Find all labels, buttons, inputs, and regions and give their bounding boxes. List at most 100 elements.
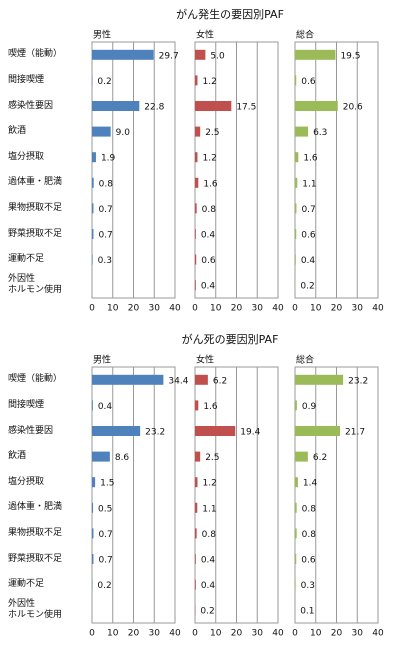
bar (295, 477, 298, 488)
data-label: 19.5 (340, 51, 360, 61)
bar (295, 400, 297, 411)
bar (195, 426, 236, 436)
x-tick-label: 20 (128, 304, 140, 314)
bar (92, 502, 94, 513)
data-label: 6.2 (213, 376, 227, 386)
data-label: 1.1 (202, 504, 216, 514)
x-tick-label: 0 (292, 304, 298, 314)
data-label: 0.1 (300, 607, 314, 617)
data-label: 1.6 (203, 179, 218, 189)
category-label: 野菜摂取不足 (8, 228, 63, 239)
bar (92, 554, 94, 564)
x-tick-label: 10 (210, 629, 222, 639)
bar (92, 426, 141, 436)
data-label: 0.4 (201, 556, 216, 566)
data-label: 0.8 (202, 530, 217, 540)
category-label: 運動不足 (8, 579, 45, 590)
x-tick-label: 0 (192, 629, 198, 639)
bar (195, 374, 208, 385)
bar (195, 101, 232, 111)
data-label: 1.5 (100, 479, 114, 489)
bar (195, 528, 197, 539)
data-label: 0.7 (301, 205, 315, 215)
x-tick-label: 0 (192, 304, 198, 314)
bar (195, 177, 199, 188)
x-tick-label: 40 (169, 304, 181, 314)
data-label: 5.0 (210, 51, 225, 61)
x-tick-label: 40 (272, 629, 284, 639)
category-label: 野菜摂取不足 (8, 553, 63, 564)
x-tick-label: 40 (272, 304, 284, 314)
x-tick-label: 20 (231, 304, 243, 314)
bar (195, 49, 206, 60)
data-label: 0.2 (97, 77, 111, 87)
data-label: 0.6 (301, 77, 316, 87)
x-tick-label: 20 (331, 304, 343, 314)
bar (195, 477, 198, 488)
bar (195, 152, 198, 163)
x-tick-label: 10 (310, 629, 322, 639)
data-label: 6.2 (313, 453, 327, 463)
category-label: 過体重・肥満 (8, 502, 63, 513)
bar (92, 49, 154, 60)
category-label: 過体重・肥満 (8, 177, 63, 188)
data-label: 2.5 (205, 453, 219, 463)
data-label: 0.9 (302, 402, 317, 412)
bar (295, 75, 297, 86)
bar (295, 203, 297, 214)
bar (195, 203, 197, 214)
category-label: 外因性 ホルモン使用 (8, 274, 63, 296)
data-label: 0.8 (302, 504, 317, 514)
bar (195, 280, 196, 291)
data-label: 1.2 (202, 479, 216, 489)
bar (195, 229, 196, 239)
category-label: 飲酒 (8, 126, 27, 137)
data-label: 0.5 (98, 504, 112, 514)
bar (295, 152, 299, 163)
category-label: 飲酒 (8, 451, 27, 462)
data-label: 34.4 (168, 376, 188, 386)
x-tick-label: 30 (252, 304, 264, 314)
data-label: 1.2 (202, 77, 216, 87)
panel-label: 女性 (196, 29, 214, 41)
panel-label: 男性 (93, 29, 111, 41)
data-label: 8.6 (115, 453, 130, 463)
data-label: 0.4 (201, 581, 216, 591)
bar (295, 579, 296, 590)
data-label: 22.8 (144, 103, 164, 113)
x-tick-label: 10 (107, 629, 119, 639)
data-label: 0.7 (98, 556, 112, 566)
category-label: 感染性要因 (8, 100, 54, 111)
category-label: 喫煙（能動） (8, 49, 63, 60)
panel-label: 女性 (196, 354, 214, 366)
bar (295, 528, 297, 539)
data-label: 0.3 (301, 581, 315, 591)
bar (195, 254, 197, 265)
data-label: 1.4 (303, 479, 318, 489)
x-tick-label: 40 (169, 629, 181, 639)
panel-label: 総合 (296, 29, 314, 41)
bar (92, 400, 93, 411)
data-label: 0.6 (301, 556, 316, 566)
data-label: 1.6 (203, 402, 218, 412)
data-label: 0.8 (302, 530, 317, 540)
data-label: 19.4 (240, 428, 260, 438)
data-label: 1.2 (202, 154, 216, 164)
category-label: 感染性要因 (8, 425, 54, 436)
data-label: 0.6 (301, 231, 316, 241)
bar (92, 528, 94, 539)
data-label: 23.2 (145, 428, 165, 438)
data-label: 0.4 (201, 231, 216, 241)
chart-title: がん発生の要因別PAF (176, 7, 284, 21)
category-label: 果物摂取不足 (8, 527, 63, 538)
bar (295, 177, 298, 188)
data-label: 0.2 (200, 607, 214, 617)
bar (295, 126, 309, 137)
bar (92, 203, 94, 214)
chart-title: がん死の要因別PAF (182, 332, 279, 346)
bar (195, 554, 196, 564)
bar (195, 451, 201, 462)
bar (295, 254, 296, 265)
data-label: 21.7 (345, 428, 365, 438)
